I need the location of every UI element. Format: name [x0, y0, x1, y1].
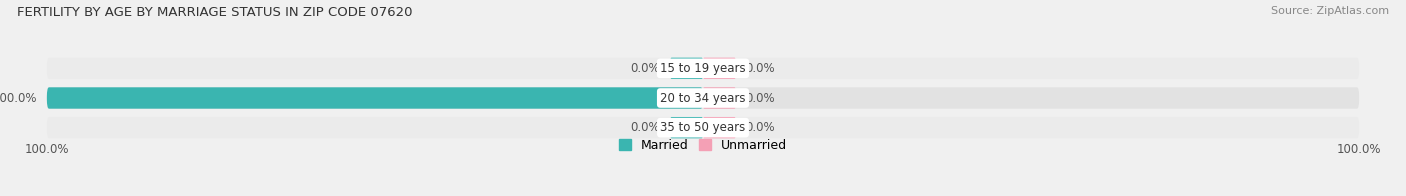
FancyBboxPatch shape [46, 117, 1360, 138]
Text: 0.0%: 0.0% [745, 62, 775, 75]
Text: 0.0%: 0.0% [631, 62, 661, 75]
FancyBboxPatch shape [703, 58, 735, 79]
Text: FERTILITY BY AGE BY MARRIAGE STATUS IN ZIP CODE 07620: FERTILITY BY AGE BY MARRIAGE STATUS IN Z… [17, 6, 412, 19]
FancyBboxPatch shape [46, 87, 1360, 109]
FancyBboxPatch shape [703, 117, 735, 138]
Text: 0.0%: 0.0% [631, 121, 661, 134]
FancyBboxPatch shape [46, 58, 1360, 79]
FancyBboxPatch shape [46, 87, 703, 109]
Text: 100.0%: 100.0% [0, 92, 37, 104]
Text: Source: ZipAtlas.com: Source: ZipAtlas.com [1271, 6, 1389, 16]
FancyBboxPatch shape [703, 87, 735, 109]
Text: 15 to 19 years: 15 to 19 years [661, 62, 745, 75]
Legend: Married, Unmarried: Married, Unmarried [619, 139, 787, 152]
Text: 20 to 34 years: 20 to 34 years [661, 92, 745, 104]
FancyBboxPatch shape [671, 58, 703, 79]
Text: 0.0%: 0.0% [745, 121, 775, 134]
Text: 0.0%: 0.0% [745, 92, 775, 104]
FancyBboxPatch shape [671, 117, 703, 138]
Text: 100.0%: 100.0% [25, 142, 69, 155]
Text: 35 to 50 years: 35 to 50 years [661, 121, 745, 134]
Text: 100.0%: 100.0% [1337, 142, 1381, 155]
